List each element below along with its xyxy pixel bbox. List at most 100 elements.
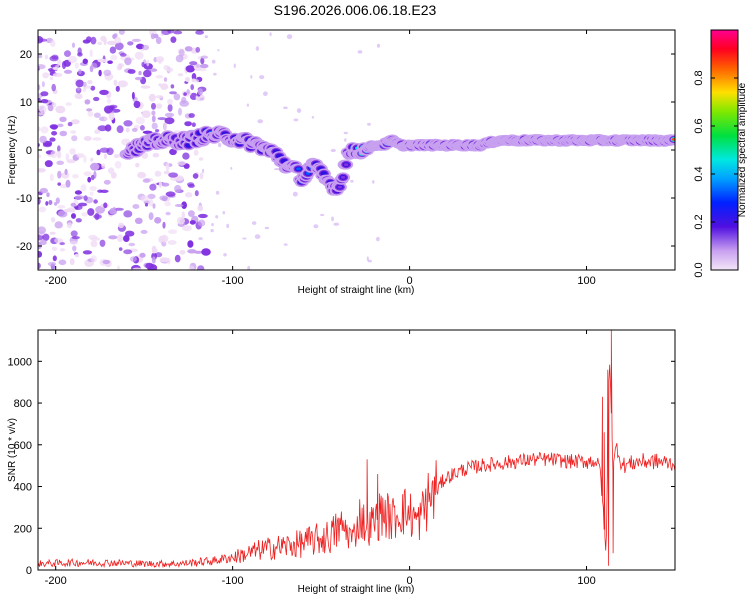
noise-blob [114,42,124,51]
noise-blob [152,203,156,209]
noise-blob [193,79,200,83]
noise-blob [125,230,135,237]
snr-line [38,330,675,569]
y-tick-label: 400 [14,482,32,494]
noise-blob [230,166,233,170]
trace-segment [296,167,301,171]
noise-blob [108,235,118,240]
noise-blob [117,80,128,88]
noise-blob [87,80,93,85]
noise-blob [215,190,220,195]
noise-blob [141,61,145,68]
noise-blob [186,89,190,95]
noise-blob [188,210,195,218]
noise-blob [103,69,112,77]
colorbar-gradient [711,30,738,270]
noise-blob [151,115,156,123]
noise-blob [195,46,201,53]
noise-blob [141,152,149,159]
noise-blob [247,265,251,270]
noise-blob [179,100,189,107]
noise-blob [135,162,140,168]
noise-blob [163,77,168,82]
noise-blob [83,171,93,176]
noise-blob [142,178,151,183]
noise-blob [94,212,100,221]
noise-blob [109,105,115,110]
noise-blob [189,220,196,225]
y-tick-label: 200 [14,523,32,535]
noise-blob [90,62,98,69]
noise-blob [201,248,211,256]
noise-blob [57,59,62,66]
noise-blob [44,160,53,168]
noise-blob [151,256,156,264]
noise-blob [195,63,201,68]
noise-blob [118,247,123,251]
noise-blob [93,199,98,204]
noise-blob [175,54,184,63]
noise-blob [367,259,372,263]
noise-blob [170,84,175,89]
noise-blob [38,226,46,235]
noise-blob [152,152,160,158]
noise-blob [197,88,204,96]
noise-blob [71,236,80,240]
noise-blob [49,69,55,74]
noise-blob [177,73,184,77]
noise-blob [38,84,41,91]
noise-blob [168,172,179,178]
noise-blob [320,213,325,217]
noise-blob [139,252,146,258]
colorbar-tick-label: 0.4 [693,166,705,181]
colorbar-tick-label: 0.0 [693,262,705,277]
noise-blob [87,176,92,183]
noise-blob [167,30,175,34]
noise-blob [90,162,100,171]
noise-blob [57,123,64,128]
noise-blob [131,38,141,43]
noise-blob [155,129,160,133]
noise-blob [197,265,205,270]
noise-blob [87,208,95,216]
noise-blob [74,93,82,99]
noise-blob [51,246,58,251]
noise-blob [51,83,56,92]
noise-blob [83,195,88,201]
noise-blob [118,30,125,35]
noise-blob [114,207,124,211]
noise-blob [184,121,192,127]
noise-blob [49,55,59,62]
noise-blob [173,93,181,101]
noise-blob [161,182,170,187]
noise-blob [195,30,205,35]
noise-blob [38,206,47,213]
noise-blob [155,74,164,79]
spectrogram-plot-area [38,30,675,270]
noise-blob [81,212,88,217]
noise-blob [155,36,162,45]
noise-blob [131,127,138,132]
noise-blob [89,186,97,191]
colorbar-ticks: 0.0 0.2 0.4 0.6 0.8 [693,70,738,278]
noise-blob [39,187,48,194]
noise-blob [75,79,84,88]
noise-blob [148,93,156,102]
noise-blob [113,154,120,159]
noise-blob [52,72,63,78]
noise-blob [74,195,85,200]
noise-blob [40,126,49,134]
noise-blob [97,189,103,193]
trace-segment [671,137,675,141]
noise-blob [181,211,185,219]
noise-blob [255,46,260,51]
noise-blob [137,171,147,179]
noise-blob [165,211,171,216]
noise-blob [68,55,78,64]
noise-blob [142,44,150,51]
noise-blob [69,241,79,245]
noise-blob [167,104,173,112]
noise-blob [233,63,236,69]
noise-blob [129,256,137,262]
noise-blob [106,98,112,104]
